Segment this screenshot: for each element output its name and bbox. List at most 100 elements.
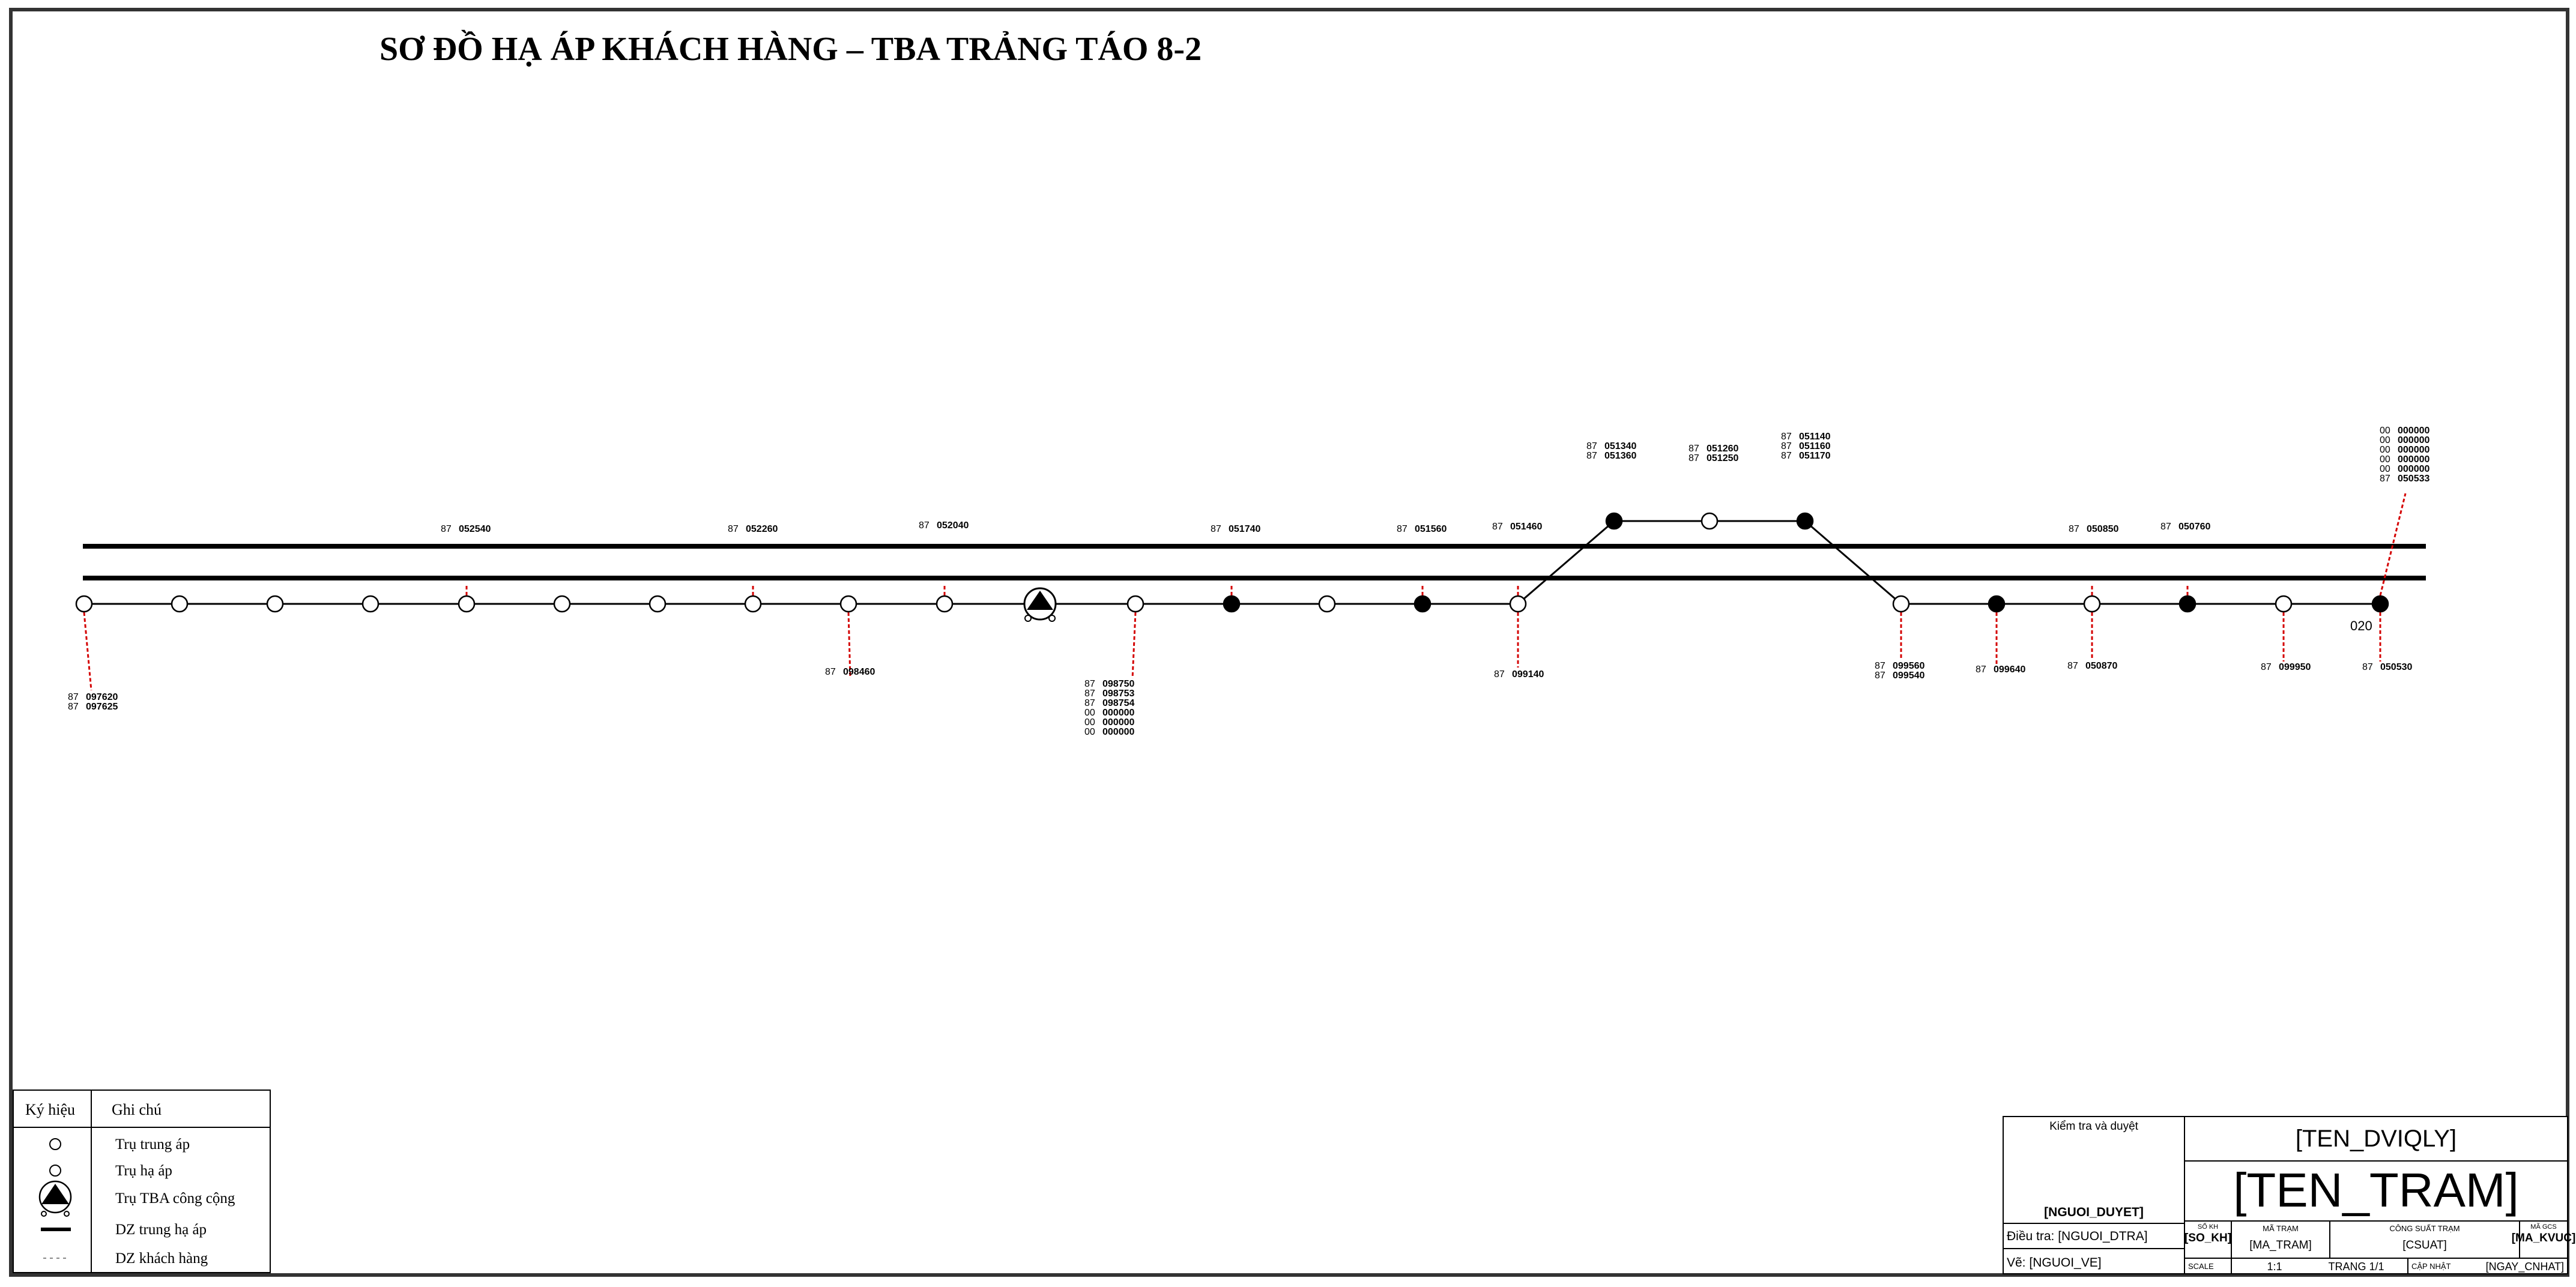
customer-prefix-label: 87 [728,524,739,534]
customer-number-label: 051740 [1229,524,1260,534]
station-code-label: MÃ TRẠM [2263,1224,2299,1233]
customer-number-label: 050533 [2398,474,2429,484]
customer-number-label: 051250 [1707,453,1738,463]
customer-prefix-label: 00 [2380,454,2390,465]
customer-prefix-label: 00 [1084,727,1095,737]
open-pole-icon [839,595,857,613]
mv-pole-icon [49,1138,61,1150]
customer-prefix-label: 87 [1397,524,1407,534]
filled-pole-icon [1605,512,1623,530]
open-pole-icon [1126,595,1144,613]
area-code-value: [MA_KVUC] [2512,1232,2576,1244]
filled-pole-icon [1413,595,1432,613]
capacity-label: CÔNG SUẤT TRẠM [2389,1224,2460,1233]
customer-prefix-label: 00 [2380,464,2390,474]
customer-number-label: 098753 [1102,689,1134,699]
update-label: CẬP NHẬT [2411,1262,2451,1271]
customer-drop-line [1131,612,1137,679]
customer-number-label: 000000 [2398,445,2429,455]
surveyor-field: Điều tra: [NGUOI_DTRA] [2007,1229,2148,1243]
customer-prefix-label: 87 [1494,669,1505,680]
customer-number-label: 051140 [1799,432,1831,442]
open-pole-icon [458,595,476,613]
customer-number-label: 099540 [1893,671,1924,681]
customer-prefix-label: 87 [1689,453,1699,463]
customer-labels: 87 097620 87 097625 87 052540 87 052260 87 098460… [68,426,2429,737]
lv-pole-icon [49,1165,61,1177]
customer-prefix-label: 87 [1781,441,1792,451]
customer-number-label: 000000 [2398,454,2429,465]
poles [75,512,2389,622]
open-pole-icon [744,595,762,613]
open-pole-icon [1701,512,1719,530]
substation-pole-icon [1023,587,1057,622]
customer-number-label: 097625 [86,702,118,712]
legend-col-symbol: Ký hiệu [25,1101,75,1118]
customer-prefix-label: 87 [825,667,836,677]
drawing-frame [9,8,2569,1277]
customer-prefix-label: 87 [441,524,452,534]
customer-number-label: 052540 [459,524,491,534]
customer-number-label: 099950 [2279,662,2311,672]
customer-prefix-label: 87 [1084,679,1095,689]
customer-number-label: 000000 [2398,464,2429,474]
filled-pole-icon [2178,595,2197,613]
customer-number-label: 052040 [937,520,969,531]
customer-number-label: 000000 [1102,727,1134,737]
scale-value: 1:1 [2267,1261,2282,1273]
customer-number-label: 000000 [2398,426,2429,436]
customer-number-label: 050530 [2380,662,2412,672]
customer-prefix-label: 87 [2160,522,2171,532]
customer-number-label: 051160 [1799,441,1831,451]
customer-drop-line [2379,493,2407,596]
customer-prefix-label: 87 [1781,451,1792,461]
customer-prefix-label: 87 [2069,524,2079,534]
customer-prefix-label: 87 [1875,671,1885,681]
customer-number-label: 050870 [2085,661,2117,671]
customer-prefix-label: 87 [2380,474,2390,484]
page-number: TRANG 1/1 [2328,1261,2384,1273]
pole-code-label: 020 [2350,618,2372,633]
filled-pole-icon [2371,595,2389,613]
filled-pole-icon [1223,595,1241,613]
customer-number-label: 051340 [1604,441,1636,451]
customer-prefix-label: 87 [1586,441,1597,451]
customer-prefix-label: 87 [1781,432,1792,442]
customer-prefix-label: 87 [68,702,79,712]
customer-prefix-label: 87 [1084,698,1095,708]
customer-drop-line [83,612,92,691]
station-code-value: [MA_TRAM] [2249,1239,2311,1252]
customer-prefix-label: 00 [2380,426,2390,436]
customer-number-label: 099640 [1994,665,2025,675]
customer-number-label: 051260 [1707,444,1738,454]
customer-prefix-label: 00 [2380,445,2390,455]
customer-prefix-label: 00 [2380,435,2390,445]
customer-number-label: 050850 [2087,524,2118,534]
open-pole-icon [2083,595,2101,613]
area-code-label: MÃ GCS [2530,1223,2556,1231]
drawing-no-label: SỐ KH [2198,1222,2218,1231]
customer-prefix-label: 87 [1211,524,1221,534]
customer-number-label: 097620 [86,692,118,702]
customer-number-label: 000000 [1102,717,1134,728]
open-pole-icon [553,595,571,613]
customer-number-label: 098460 [843,667,875,677]
filled-pole-icon [1988,595,2006,613]
legend-label-substation: Trụ TBA công cộng [115,1190,235,1207]
legend-label-mv-pole: Trụ trung áp [115,1136,190,1153]
customer-prefix-label: 87 [1492,522,1503,532]
customer-number-label: 051170 [1799,451,1831,461]
review-label: Kiểm tra và duyệt [2049,1120,2139,1133]
open-pole-icon [1892,595,1910,613]
open-pole-icon [649,595,667,613]
customer-number-label: 000000 [2398,435,2429,445]
open-pole-icon [75,595,93,613]
open-pole-icon [266,595,284,613]
customer-prefix-label: 87 [68,692,79,702]
customer-number-label: 050760 [2178,522,2210,532]
customer-prefix-label: 87 [1586,451,1597,461]
customer-drop-line [847,612,851,679]
title-block: Kiểm tra và duyệt [NGUOI_DUYET] Điều tra… [2003,1116,2576,1274]
customer-number-label: 052260 [746,524,778,534]
